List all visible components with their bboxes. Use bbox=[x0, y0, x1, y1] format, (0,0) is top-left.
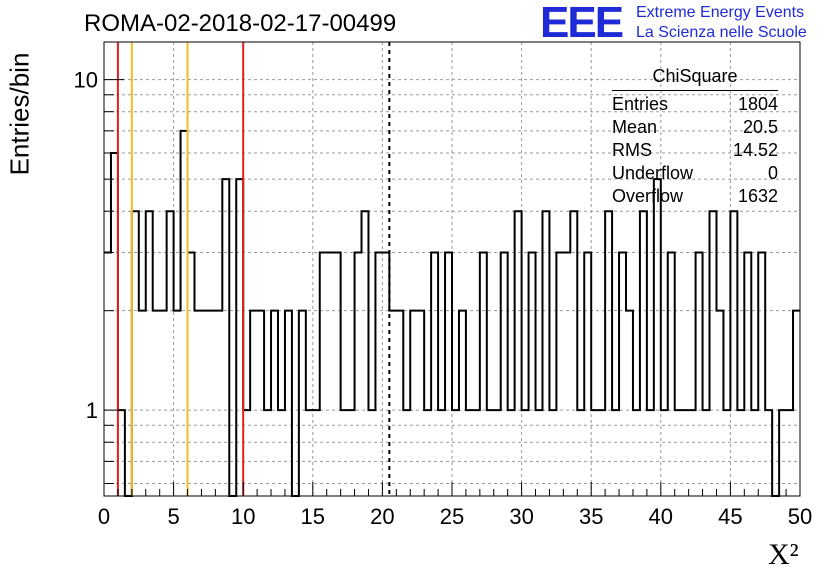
stats-row-overflow: Overflow 1632 bbox=[612, 185, 778, 208]
y-tick-label: 10 bbox=[74, 68, 98, 93]
x-tick-label: 20 bbox=[370, 504, 394, 529]
x-axis-label: X² bbox=[768, 538, 799, 571]
stats-title: ChiSquare bbox=[612, 66, 778, 91]
x-tick-label: 40 bbox=[649, 504, 673, 529]
x-tick-label: 25 bbox=[440, 504, 464, 529]
stats-label: Mean bbox=[612, 117, 658, 137]
stats-row-rms: RMS 14.52 bbox=[612, 139, 778, 162]
stats-box: ChiSquare Entries 1804 Mean 20.5 RMS 14.52 … bbox=[612, 66, 778, 208]
stats-value: 14.52 bbox=[732, 140, 778, 160]
stats-row-underflow: Underflow 0 bbox=[612, 162, 778, 185]
x-tick-label: 50 bbox=[788, 504, 812, 529]
x-tick-label: 45 bbox=[718, 504, 742, 529]
logo-line-1: Extreme Energy Events bbox=[636, 4, 805, 21]
y-tick-label: 1 bbox=[86, 398, 98, 423]
x-tick-label: 10 bbox=[231, 504, 255, 529]
chart-title: ROMA-02-2018-02-17-00499 bbox=[84, 10, 397, 37]
x-tick-label: 5 bbox=[167, 504, 179, 529]
stats-value: 0 bbox=[767, 163, 778, 183]
stats-value: 20.5 bbox=[742, 117, 778, 137]
stats-label: Entries bbox=[612, 94, 669, 114]
stats-value: 1632 bbox=[737, 186, 778, 206]
x-tick-label: 0 bbox=[98, 504, 110, 529]
x-tick-label: 35 bbox=[579, 504, 603, 529]
eee-logo: EEE bbox=[540, 0, 624, 47]
stats-label: Underflow bbox=[612, 163, 694, 183]
stats-value: 1804 bbox=[737, 94, 778, 114]
x-tick-label: 15 bbox=[301, 504, 325, 529]
stats-row-entries: Entries 1804 bbox=[612, 93, 778, 116]
histogram-line bbox=[104, 129, 800, 497]
stats-row-mean: Mean 20.5 bbox=[612, 116, 778, 139]
logo-line-2: La Scienza nelle Scuole bbox=[636, 24, 807, 41]
stats-label: RMS bbox=[612, 140, 652, 160]
x-tick-label: 30 bbox=[509, 504, 533, 529]
stats-label: Overflow bbox=[612, 186, 684, 206]
